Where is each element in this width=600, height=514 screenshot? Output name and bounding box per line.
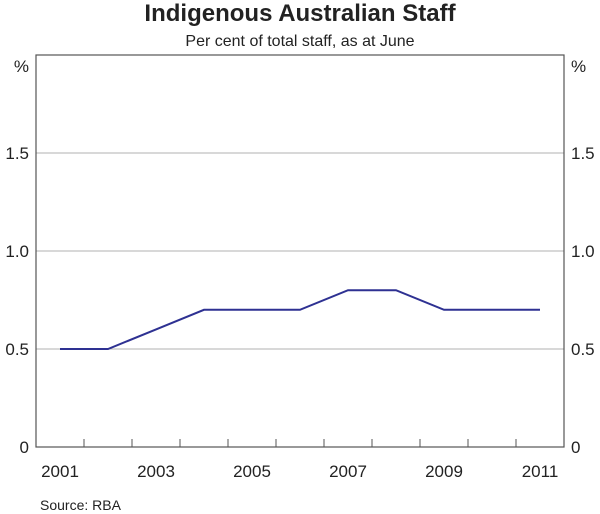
y-tick-label-right: 0 xyxy=(571,438,580,457)
x-tick-label: 2009 xyxy=(425,462,463,481)
series-line xyxy=(60,289,540,350)
x-tick-label: 2005 xyxy=(233,462,271,481)
x-tick-label: 2001 xyxy=(41,462,79,481)
y-tick-label-left: 0.5 xyxy=(5,340,29,359)
y-tick-label-left: 1.0 xyxy=(5,242,29,261)
source-note: Source: RBA xyxy=(40,497,121,513)
y-tick-label-right: 1.5 xyxy=(571,144,595,163)
y-axis-unit-right: % xyxy=(571,57,586,76)
y-tick-label-right: 0.5 xyxy=(571,340,595,359)
y-tick-label-right: 1.0 xyxy=(571,242,595,261)
x-tick-label: 2011 xyxy=(522,462,559,481)
chart-subtitle: Per cent of total staff, as at June xyxy=(185,33,415,50)
y-tick-label-left: 0 xyxy=(20,438,29,457)
x-tick-label: 2007 xyxy=(329,462,367,481)
chart-title: Indigenous Australian Staff xyxy=(144,0,456,27)
y-tick-label-left: 1.5 xyxy=(5,144,29,163)
x-tick-label: 2003 xyxy=(137,462,175,481)
y-axis-unit-left: % xyxy=(14,57,29,76)
plot-frame xyxy=(35,54,565,448)
